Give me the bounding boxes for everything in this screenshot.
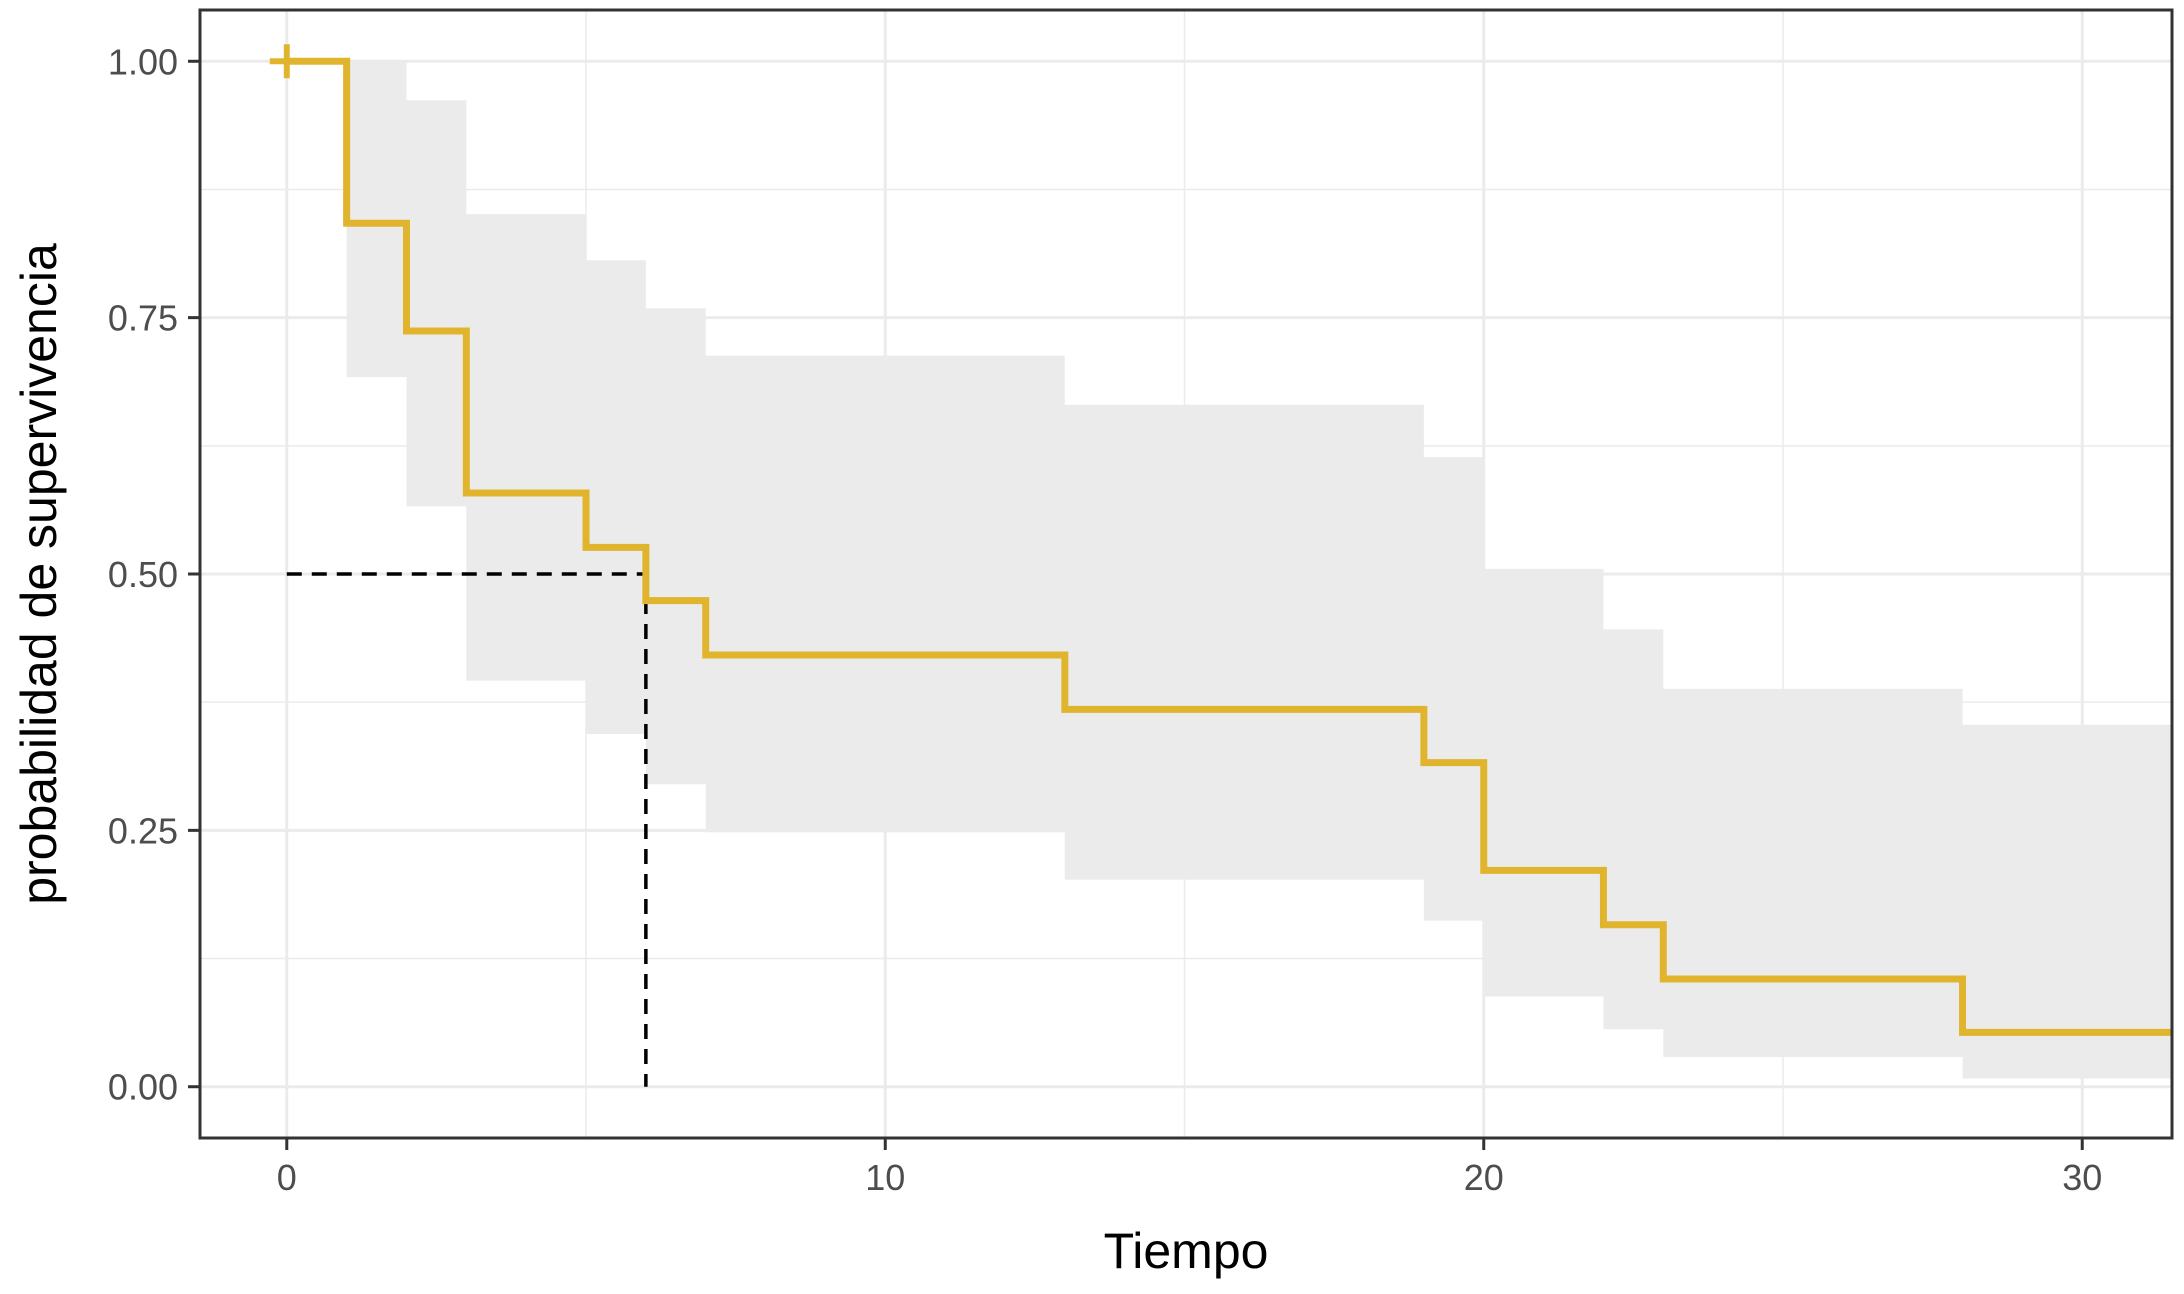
- y-tick-label: 0.25: [108, 810, 178, 851]
- x-tick-label: 10: [865, 1157, 905, 1198]
- x-tick-label: 20: [1464, 1157, 1504, 1198]
- censor-marks: [269, 44, 304, 79]
- x-axis-title: Tiempo: [1104, 1223, 1269, 1279]
- y-axis: 0.00 0.25 0.50 0.75 1.00: [108, 41, 200, 1108]
- x-tick-label: 30: [2062, 1157, 2102, 1198]
- survival-curve: [286, 57, 2172, 1036]
- y-tick-label: 0.00: [108, 1067, 178, 1108]
- y-tick-label: 0.75: [108, 298, 178, 339]
- plot-area: [198, 8, 2174, 1140]
- y-axis-title: probabilidad de supervivencia: [11, 243, 67, 905]
- median-survival-lines: [286, 572, 648, 1087]
- x-axis: 0 10 20 30: [277, 1138, 2102, 1198]
- y-tick-label: 1.00: [108, 41, 178, 82]
- y-tick-label: 0.50: [108, 554, 178, 595]
- confidence-band: [286, 61, 2172, 1079]
- x-tick-label: 0: [277, 1157, 297, 1198]
